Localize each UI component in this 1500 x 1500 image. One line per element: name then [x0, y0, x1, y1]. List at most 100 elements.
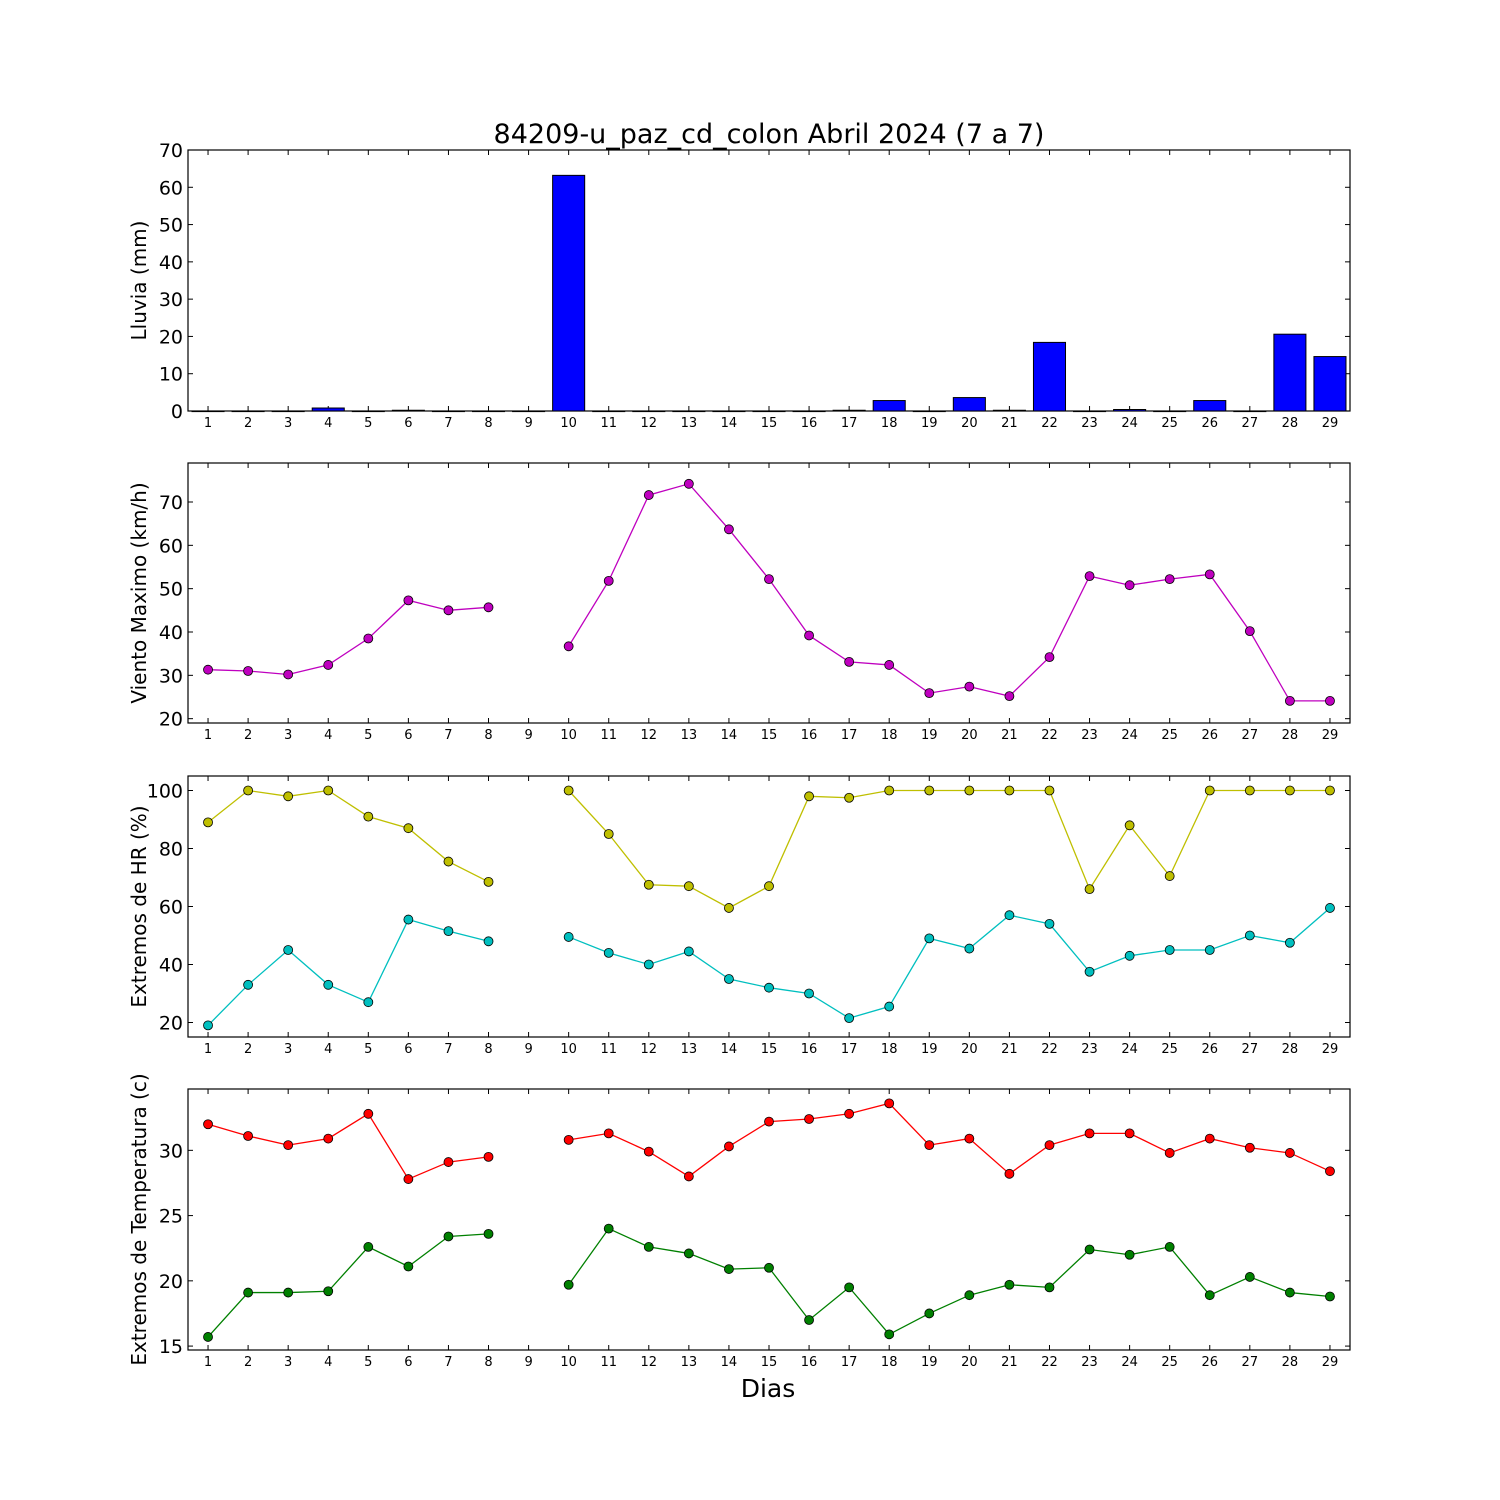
data-point-day-25 [1164, 1148, 1175, 1158]
data-point-day-1 [203, 664, 213, 675]
data-point-day-20 [964, 785, 975, 796]
data-point-day-24 [1124, 820, 1135, 831]
data-point-day-19 [924, 1140, 935, 1151]
x-tick-label: 29 [1322, 728, 1339, 743]
y-tick-label: 30 [159, 665, 183, 687]
x-tick-label: 16 [801, 416, 818, 431]
y-tick-label: 20 [159, 326, 183, 348]
data-point-day-3 [283, 1287, 294, 1298]
data-point-day-23 [1084, 1128, 1095, 1139]
data-point-day-25 [1164, 1242, 1175, 1252]
data-point-day-5 [363, 1242, 374, 1252]
x-tick-label: 2 [244, 1042, 252, 1057]
x-tick-label: 9 [524, 1042, 532, 1057]
series-line [568, 483, 1330, 702]
data-point-day-2 [243, 979, 254, 990]
x-tick-label: 3 [284, 728, 292, 743]
data-point-day-26 [1204, 945, 1215, 955]
series-line [568, 907, 1331, 1019]
data-point-day-5 [363, 1108, 374, 1119]
x-tick-label: 26 [1201, 1042, 1218, 1057]
x-tick-label: 25 [1161, 416, 1178, 431]
data-point-day-12 [643, 490, 654, 500]
x-tick-label: 21 [1001, 416, 1018, 431]
data-point-day-10 [563, 932, 574, 942]
y-tick-label: 100 [147, 781, 183, 803]
x-tick-label: 18 [881, 416, 898, 431]
data-point-day-7 [443, 1157, 454, 1167]
x-tick-label: 12 [641, 1042, 658, 1057]
x-tick-label: 23 [1081, 1355, 1098, 1370]
x-tick-label: 3 [284, 1355, 292, 1370]
data-point-day-21 [1004, 910, 1015, 921]
y-tick-label: 0 [171, 401, 183, 423]
series-1 [203, 785, 1335, 913]
data-point-day-16 [804, 791, 814, 802]
data-point-day-23 [1084, 966, 1095, 977]
bar-day-18 [872, 400, 906, 412]
y-tick-label: 80 [159, 839, 183, 861]
data-point-day-16 [804, 988, 814, 999]
x-tick-label: 1 [204, 1355, 212, 1370]
x-tick-label: 9 [524, 1355, 532, 1370]
data-point-day-6 [403, 1261, 414, 1272]
x-tick-label: 2 [244, 728, 252, 743]
x-tick-label: 21 [1001, 728, 1018, 743]
data-point-day-6 [403, 595, 414, 606]
data-point-day-13 [683, 946, 694, 957]
data-point-day-18 [884, 660, 895, 670]
y-tick-label: 60 [159, 535, 183, 557]
data-point-day-28 [1284, 1287, 1295, 1298]
data-point-day-24 [1124, 1249, 1135, 1260]
x-tick-label: 15 [761, 416, 778, 431]
x-tick-label: 6 [404, 1355, 412, 1370]
data-point-day-12 [643, 959, 654, 970]
x-tick-label: 5 [364, 1355, 372, 1370]
y-tick-label: 15 [159, 1336, 183, 1358]
y-tick-label: 30 [159, 289, 183, 311]
bar-day-7 [431, 410, 465, 413]
data-point-day-20 [964, 1133, 975, 1144]
data-point-day-17 [844, 1282, 855, 1293]
data-point-day-24 [1124, 1128, 1135, 1139]
data-point-day-17 [844, 792, 855, 803]
data-point-day-18 [884, 1329, 895, 1340]
data-point-day-2 [243, 1287, 254, 1298]
data-point-day-16 [804, 1114, 814, 1124]
x-tick-label: 18 [881, 1042, 898, 1057]
series-2 [203, 903, 1335, 1031]
data-point-day-24 [1124, 580, 1135, 591]
bar-day-22 [1032, 341, 1067, 412]
data-point-day-5 [363, 811, 374, 822]
bar-day-19 [912, 410, 946, 413]
data-point-day-28 [1284, 785, 1295, 796]
x-tick-label: 23 [1081, 416, 1098, 431]
data-point-day-14 [724, 903, 734, 913]
y-tick-label: 60 [159, 177, 183, 199]
x-tick-label: 14 [721, 416, 738, 431]
x-tick-label: 8 [484, 1042, 492, 1057]
data-point-day-8 [483, 1228, 494, 1239]
data-point-day-4 [323, 979, 334, 990]
x-tick-label: 28 [1282, 416, 1299, 431]
data-point-day-20 [964, 681, 975, 692]
x-tick-label: 2 [244, 1355, 252, 1370]
data-point-day-1 [203, 1332, 213, 1342]
data-point-day-22 [1044, 1140, 1055, 1151]
x-tick-label: 21 [1001, 1355, 1018, 1370]
x-tick-label: 15 [761, 1355, 778, 1370]
data-point-day-28 [1284, 696, 1295, 706]
x-tick-label: 4 [324, 416, 332, 431]
y-tick-label: 20 [159, 709, 183, 731]
x-axis-label: Dias [741, 1374, 796, 1403]
x-tick-label: 1 [204, 1042, 212, 1057]
x-tick-label: 5 [364, 1042, 372, 1057]
data-point-day-26 [1204, 785, 1215, 796]
data-point-day-23 [1084, 1244, 1095, 1255]
x-tick-label: 27 [1242, 1355, 1259, 1370]
bar-day-24 [1113, 409, 1147, 412]
data-point-day-5 [363, 997, 374, 1008]
